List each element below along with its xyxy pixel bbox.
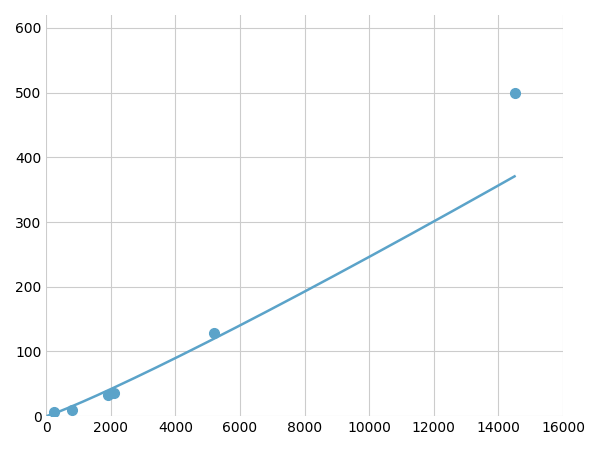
- Point: [510, 89, 520, 96]
- Point: [209, 330, 219, 337]
- Point: [109, 390, 119, 397]
- Point: [103, 392, 112, 399]
- Point: [50, 408, 59, 415]
- Point: [67, 406, 77, 413]
